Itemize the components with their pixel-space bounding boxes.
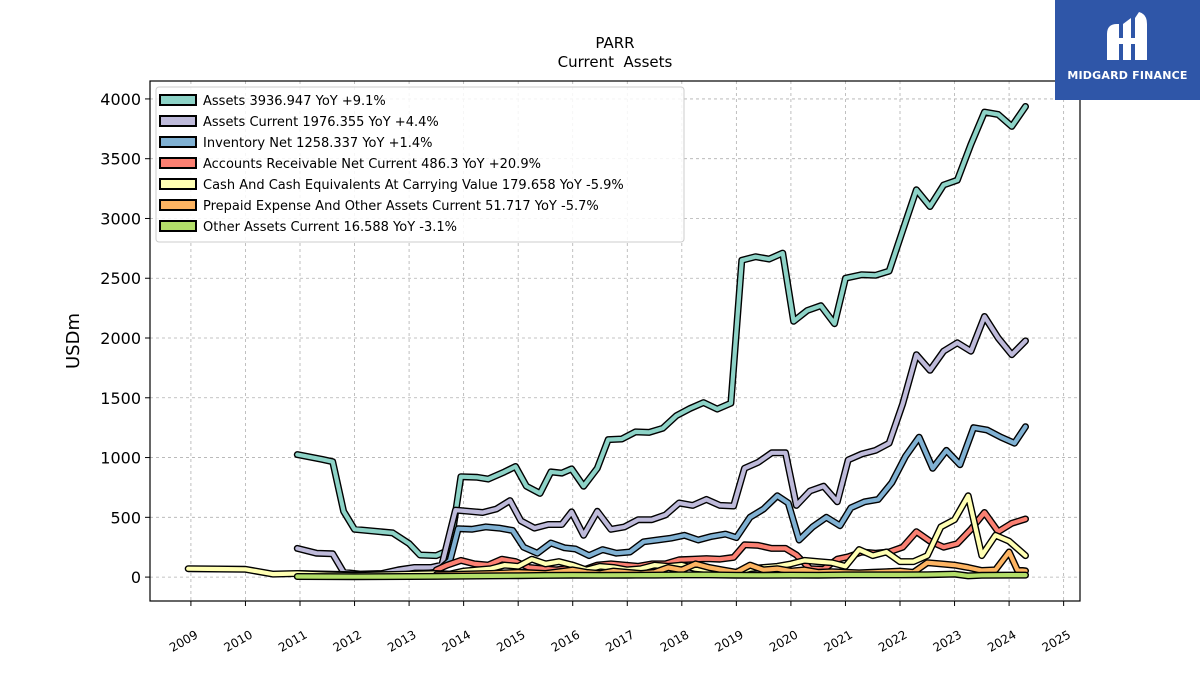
chart-subtitle: Current Assets — [558, 53, 673, 71]
legend-box — [155, 86, 685, 243]
plot-area-frame — [149, 80, 1081, 602]
legend-swatch-4 — [159, 178, 197, 190]
series-line-3 — [434, 510, 1028, 572]
series-lines — [184, 103, 1029, 581]
x-tick-label: 2012 — [331, 627, 364, 654]
x-tick-label: 2009 — [167, 627, 200, 654]
x-tick-label: 2019 — [712, 627, 745, 654]
legend-swatch-0 — [159, 94, 197, 106]
x-tick-label: 2021 — [822, 627, 855, 654]
legend-label-1: Assets Current 1976.355 YoY +4.4% — [203, 115, 439, 130]
legend-swatch-1 — [159, 115, 197, 127]
x-tick-label: 2017 — [603, 627, 636, 654]
y-tick-label: 3500 — [100, 150, 141, 169]
y-tick-label: 1000 — [100, 449, 141, 468]
x-tick-label: 2022 — [876, 627, 909, 654]
legend-label-3: Accounts Receivable Net Current 486.3 Yo… — [203, 157, 541, 172]
x-tick-label: 2010 — [222, 627, 255, 654]
y-tick-label: 2000 — [100, 329, 141, 348]
y-tick-label: 2500 — [100, 269, 141, 288]
midgard-logo-icon — [1107, 12, 1147, 60]
legend-swatch-5 — [159, 199, 197, 211]
y-tick-label: 3000 — [100, 209, 141, 228]
y-tick-label: 1500 — [100, 389, 141, 408]
legend-label-5: Prepaid Expense And Other Assets Current… — [203, 199, 599, 214]
legend-swatch-6 — [159, 220, 197, 232]
axes: 0 500 1000 1500 2000 2500 3000 3500 4000 2009 2010… — [100, 90, 1073, 655]
x-tick-label: 2014 — [440, 627, 473, 654]
x-tick-label: 2015 — [494, 627, 527, 654]
legend-label-0: Assets 3936.947 YoY +9.1% — [203, 94, 386, 109]
legend: Assets 3936.947 YoY +9.1% Assets Current … — [155, 86, 685, 243]
x-tick-label: 2018 — [658, 627, 691, 654]
legend-label-2: Inventory Net 1258.337 YoY +1.4% — [203, 136, 433, 151]
y-tick-label: 500 — [110, 508, 141, 527]
y-axis-label: USDm — [63, 313, 84, 369]
legend-label-4: Cash And Cash Equivalents At Carrying Va… — [203, 178, 624, 193]
y-tick-label: 0 — [131, 568, 141, 587]
series-line-2 — [295, 424, 1028, 577]
x-tick-label: 2016 — [549, 627, 582, 654]
legend-label-6: Other Assets Current 16.588 YoY -3.1% — [203, 220, 457, 235]
x-tick-label: 2023 — [931, 627, 964, 654]
x-tick-label: 2011 — [276, 627, 309, 654]
chart-title: PARR — [595, 34, 634, 52]
x-tick-label: 2020 — [767, 627, 800, 654]
series-line-6 — [295, 572, 1028, 579]
x-tick-label: 2013 — [385, 627, 418, 654]
brand-name: MIDGARD FINANCE — [1067, 69, 1188, 82]
series-outline-2 — [293, 423, 1029, 579]
legend-swatch-2 — [159, 136, 197, 148]
y-tick-label: 4000 — [100, 90, 141, 109]
x-tick-label: 2025 — [1040, 627, 1073, 654]
legend-swatch-3 — [159, 157, 197, 169]
brand-logo: MIDGARD FINANCE — [1055, 0, 1200, 100]
x-tick-label: 2024 — [985, 627, 1018, 654]
series-line-5 — [434, 549, 1028, 577]
